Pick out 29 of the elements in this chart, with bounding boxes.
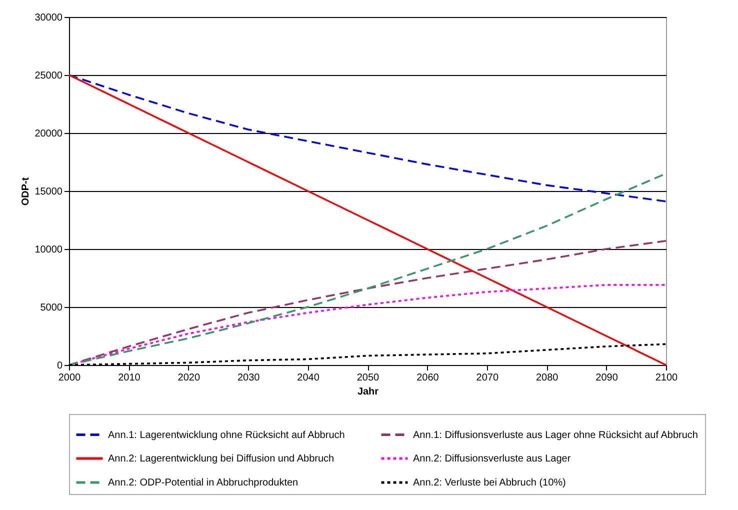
- legend-label: Ann.1: Lagerentwicklung ohne Rücksicht auf Abbruch: [108, 430, 345, 441]
- x-tick-label: 2090: [596, 372, 618, 384]
- y-tick-label: 20000: [34, 128, 63, 140]
- y-tick-label: 25000: [34, 70, 63, 82]
- x-tick-label: 2080: [536, 372, 559, 384]
- legend-label: Ann.2: ODP-Potential in Abbruchprodukten: [108, 478, 298, 488]
- y-tick-label: 15000: [34, 186, 63, 198]
- line-series: [68, 74, 667, 366]
- x-tick-label: 2020: [178, 372, 200, 384]
- x-tick-label: 2040: [297, 372, 320, 384]
- y-tick-label: 10000: [34, 244, 63, 256]
- y-tick-label: 30000: [34, 12, 63, 24]
- legend-label: Ann.2: Verluste bei Abbruch (10%): [413, 478, 566, 488]
- x-tick-label: 2100: [655, 372, 678, 384]
- line-series: [68, 284, 667, 366]
- x-tick-label: 2030: [237, 372, 260, 384]
- x-tick-label: 2050: [356, 372, 380, 384]
- legend-label: Ann.2: Lagerentwicklung bei Diffusion und Abbruch: [108, 454, 334, 464]
- legend-label: Ann.2: Diffusionsverluste aus Lager: [413, 454, 572, 464]
- x-axis-title: Jahr: [357, 386, 379, 398]
- x-tick-label: 2060: [416, 372, 440, 384]
- x-tick-label: 2070: [476, 372, 499, 384]
- y-tick-label: 0: [56, 360, 63, 372]
- legend-label: Ann.1: Diffusionsverluste aus Lager ohne Rücksicht auf Abbruch: [413, 430, 698, 441]
- line-series: [68, 74, 667, 202]
- x-tick-label: 2010: [118, 372, 141, 384]
- y-axis-title: ODP-t: [20, 176, 32, 206]
- y-tick-label: 5000: [40, 302, 63, 314]
- x-tick-label: 2000: [58, 372, 82, 384]
